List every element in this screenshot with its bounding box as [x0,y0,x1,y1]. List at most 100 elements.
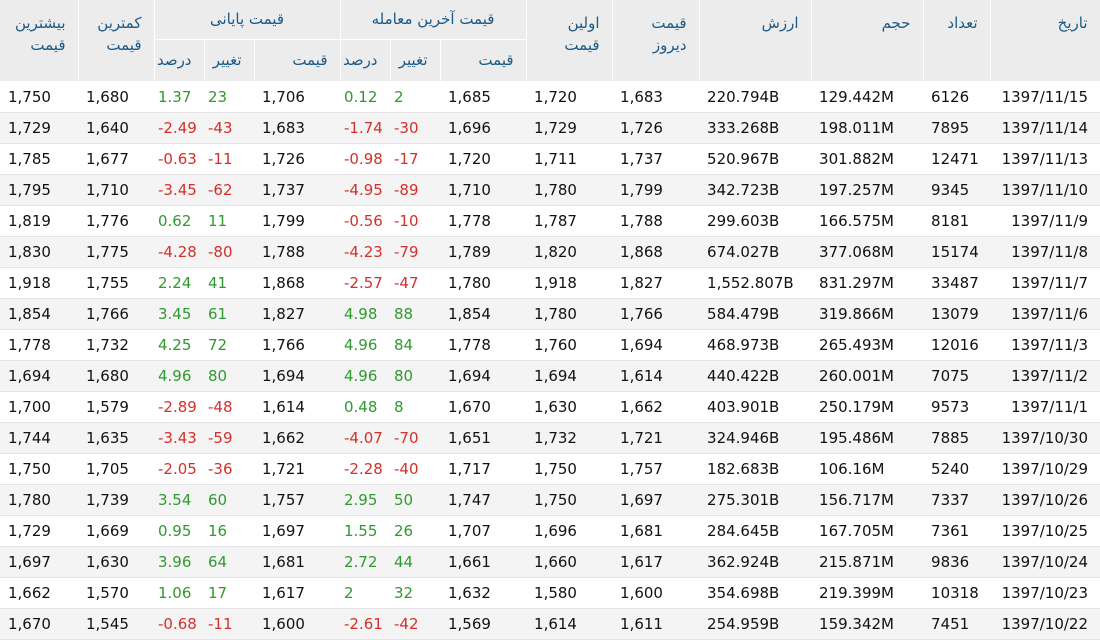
cell-yesterday-price: 1,827 [612,267,700,299]
table-row[interactable]: 1,819 1,776 0.62 11 1,799 -0.56 -10 1,778 1,787 1… [0,205,1100,237]
cell-first-price: 1,820 [526,236,613,268]
header-lowest-price[interactable]: کمترین قیمت [78,0,155,82]
cell-value: 440.422B [699,360,812,392]
table-row[interactable]: 1,780 1,739 3.54 60 1,757 2.95 50 1,747 1,750 1,6… [0,484,1100,516]
cell-last-price: 1,778 [440,329,527,361]
cell-first-price: 1,614 [526,608,613,640]
cell-lowest-price: 1,635 [78,422,154,454]
header-count[interactable]: تعداد [923,0,991,82]
cell-last-change: 8 [390,391,440,423]
cell-count: 9836 [923,546,991,578]
table-row[interactable]: 1,694 1,680 4.96 80 1,694 4.96 80 1,694 1,694 1,6… [0,360,1100,392]
cell-highest-price: 1,750 [0,453,78,485]
table-row[interactable]: 1,795 1,710 -3.45 -62 1,737 -4.95 -89 1,710 1,78… [0,174,1100,206]
cell-volume: 831.297M [811,267,924,299]
header-last-price[interactable]: قیمت [440,39,527,82]
cell-closing-change: -80 [204,236,254,268]
header-highest-price[interactable]: بیشترین قیمت [0,0,79,82]
cell-last-percent: -2.57 [340,267,390,299]
cell-count: 5240 [923,453,991,485]
cell-closing-price: 1,766 [254,329,340,361]
cell-last-change: 44 [390,546,440,578]
cell-count: 7451 [923,608,991,640]
cell-last-change: 88 [390,298,440,330]
cell-closing-percent: 3.54 [154,484,204,516]
cell-lowest-price: 1,630 [78,546,154,578]
cell-value: 254.959B [699,608,812,640]
table-row[interactable]: 1,750 1,705 -2.05 -36 1,721 -2.28 -40 1,717 1,75… [0,453,1100,485]
cell-value: 362.924B [699,546,812,578]
table-row[interactable]: 1,854 1,766 3.45 61 1,827 4.98 88 1,854 1,780 1,7… [0,298,1100,330]
header-last-trade-price-group: قیمت آخرین معامله [340,0,527,40]
table-row[interactable]: 1,697 1,630 3.96 64 1,681 2.72 44 1,661 1,660 1,6… [0,546,1100,578]
header-yesterday-price[interactable]: قیمت دیروز [612,0,700,82]
cell-last-price: 1,780 [440,267,527,299]
cell-count: 7075 [923,360,991,392]
table-row[interactable]: 1,662 1,570 1.06 17 1,617 2 32 1,632 1,580 1,600 3… [0,577,1100,609]
cell-last-price: 1,694 [440,360,527,392]
cell-closing-change: 23 [204,81,254,113]
cell-last-change: -17 [390,143,440,175]
cell-closing-percent: 1.06 [154,577,204,609]
cell-date: 1397/11/15 [990,81,1100,113]
cell-date: 1397/10/29 [990,453,1100,485]
table-row[interactable]: 1,785 1,677 -0.63 -11 1,726 -0.98 -17 1,720 1,71… [0,143,1100,175]
table-row[interactable]: 1,750 1,680 1.37 23 1,706 0.12 2 1,685 1,720 1,68… [0,81,1100,113]
cell-closing-percent: -3.43 [154,422,204,454]
cell-last-price: 1,747 [440,484,527,516]
cell-closing-change: 17 [204,577,254,609]
cell-last-change: 32 [390,577,440,609]
cell-highest-price: 1,700 [0,391,78,423]
cell-value: 342.723B [699,174,812,206]
header-closing-price[interactable]: قیمت [254,39,341,82]
cell-date: 1397/11/1 [990,391,1100,423]
table-row[interactable]: 1,729 1,669 0.95 16 1,697 1.55 26 1,707 1,696 1,6… [0,515,1100,547]
header-closing-percent[interactable]: درصد [154,39,205,82]
header-last-percent[interactable]: درصد [340,39,391,82]
table-row[interactable]: 1,830 1,775 -4.28 -80 1,788 -4.23 -79 1,789 1,82… [0,236,1100,268]
cell-lowest-price: 1,775 [78,236,154,268]
cell-closing-percent: 4.96 [154,360,204,392]
cell-volume: 166.575M [811,205,924,237]
table-row[interactable]: 1,729 1,640 -2.49 -43 1,683 -1.74 -30 1,696 1,72… [0,112,1100,144]
cell-lowest-price: 1,579 [78,391,154,423]
table-row[interactable]: 1,670 1,545 -0.68 -11 1,600 -2.61 -42 1,569 1,61… [0,608,1100,640]
header-date[interactable]: تاریخ [990,0,1100,82]
cell-last-change: 26 [390,515,440,547]
cell-date: 1397/11/8 [990,236,1100,268]
cell-last-percent: -0.56 [340,205,390,237]
cell-closing-percent: 3.45 [154,298,204,330]
cell-lowest-price: 1,755 [78,267,154,299]
table-row[interactable]: 1,778 1,732 4.25 72 1,766 4.96 84 1,778 1,760 1,6… [0,329,1100,361]
cell-closing-change: 61 [204,298,254,330]
cell-date: 1397/11/13 [990,143,1100,175]
cell-first-price: 1,630 [526,391,613,423]
cell-first-price: 1,694 [526,360,613,392]
cell-date: 1397/11/2 [990,360,1100,392]
cell-closing-percent: -4.28 [154,236,204,268]
cell-value: 324.946B [699,422,812,454]
cell-volume: 167.705M [811,515,924,547]
cell-count: 7885 [923,422,991,454]
cell-closing-price: 1,706 [254,81,340,113]
header-closing-change[interactable]: تغییر [204,39,255,82]
cell-date: 1397/10/23 [990,577,1100,609]
header-last-change[interactable]: تغییر [390,39,441,82]
cell-yesterday-price: 1,662 [612,391,700,423]
cell-closing-percent: -2.05 [154,453,204,485]
cell-last-percent: -2.61 [340,608,390,640]
cell-last-percent: 2.95 [340,484,390,516]
table-row[interactable]: 1,700 1,579 -2.89 -48 1,614 0.48 8 1,670 1,630 1,… [0,391,1100,423]
cell-volume: 198.011M [811,112,924,144]
header-first-price[interactable]: اولین قیمت [526,0,613,82]
cell-volume: 219.399M [811,577,924,609]
cell-last-price: 1,778 [440,205,527,237]
cell-yesterday-price: 1,617 [612,546,700,578]
header-value[interactable]: ارزش [699,0,812,82]
table-row[interactable]: 1,744 1,635 -3.43 -59 1,662 -4.07 -70 1,651 1,73… [0,422,1100,454]
header-volume[interactable]: حجم [811,0,924,82]
table-body: 1,750 1,680 1.37 23 1,706 0.12 2 1,685 1,720 1,68… [0,81,1100,640]
table-row[interactable]: 1,918 1,755 2.24 41 1,868 -2.57 -47 1,780 1,918 1… [0,267,1100,299]
cell-last-percent: -1.74 [340,112,390,144]
